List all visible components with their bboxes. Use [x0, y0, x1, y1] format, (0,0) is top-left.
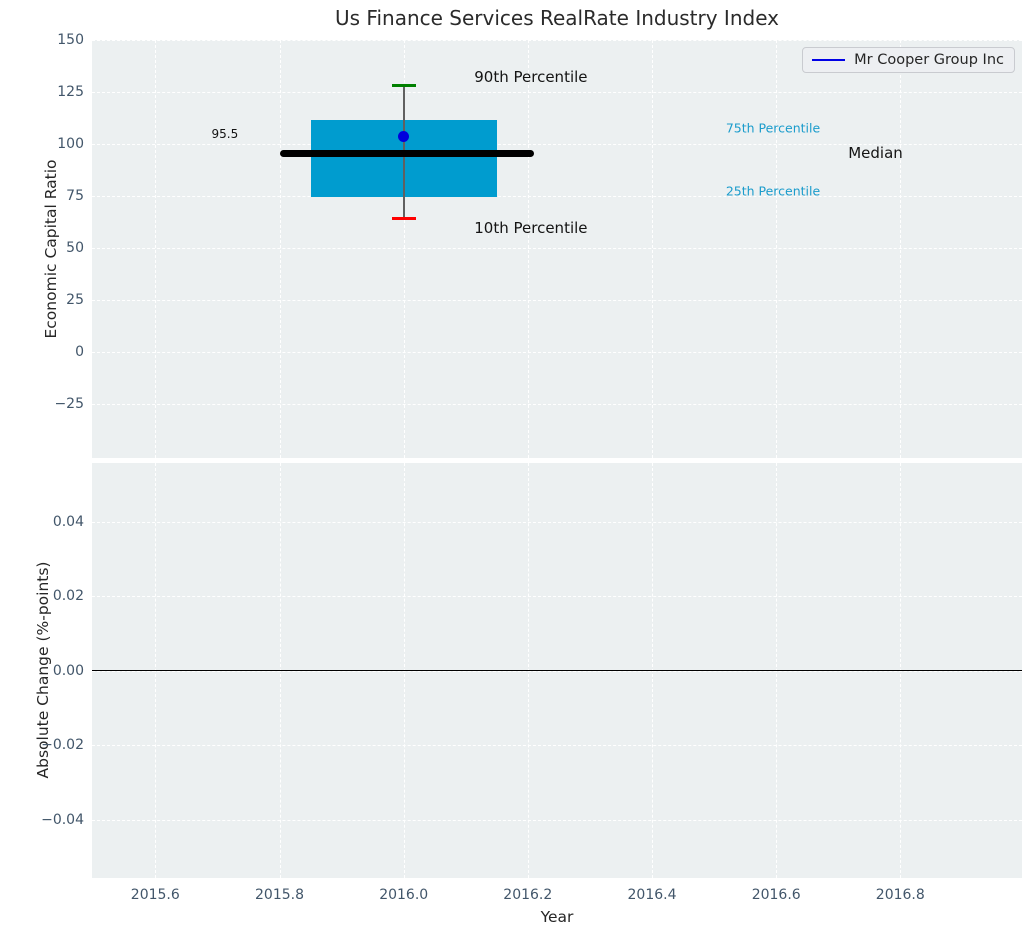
x-tick-label: 2016.2 [503, 887, 553, 903]
x-tick-label: 2016.0 [379, 887, 429, 903]
annotation: Median [848, 143, 903, 162]
x-tick-label: 2016.4 [627, 887, 677, 903]
y-tick-label-top: 0 [75, 343, 84, 360]
legend-line-sample [812, 59, 846, 61]
annotation: 90th Percentile [474, 68, 588, 87]
zero-line [92, 669, 1022, 672]
x-tick-label: 2015.6 [130, 887, 180, 903]
x-tick-label: 2016.6 [751, 887, 801, 903]
chart-title: Us Finance Services RealRate Industry In… [335, 6, 779, 30]
y-tick-label-top: 150 [57, 32, 84, 48]
y-tick-label-top: 50 [66, 240, 84, 256]
y-tick-label-bottom: −0.04 [41, 811, 84, 828]
legend[interactable]: Mr Cooper Group Inc [802, 47, 1015, 73]
legend-label: Mr Cooper Group Inc [854, 52, 1004, 68]
x-tick-label: 2015.8 [255, 887, 304, 903]
x-tick-label: 2016.8 [875, 887, 925, 903]
gridline-horizontal [92, 521, 1022, 523]
annotation: 75th Percentile [725, 120, 821, 136]
gridline-horizontal [92, 92, 1022, 93]
gridline-horizontal [92, 403, 1022, 405]
gridline-horizontal [92, 596, 1022, 597]
y-tick-label-bottom: 0.04 [52, 513, 84, 530]
bottom-plot-panel [92, 463, 1022, 878]
gridline-vertical [527, 40, 529, 458]
gridline-vertical [403, 40, 405, 458]
gridline-horizontal [92, 819, 1022, 821]
gridline-vertical [155, 40, 157, 458]
gridline-horizontal [92, 300, 1022, 301]
gridline-horizontal [92, 351, 1022, 353]
y-tick-label-bottom: 0.00 [52, 662, 84, 679]
gridline-vertical [900, 40, 902, 458]
annotation: 10th Percentile [474, 219, 588, 238]
y-tick-label-bottom: −0.02 [41, 737, 84, 753]
gridline-vertical [652, 40, 653, 458]
gridline-vertical [776, 40, 778, 458]
gridline-horizontal [92, 40, 1022, 41]
gridline-horizontal [92, 144, 1022, 145]
gridline-vertical [279, 40, 281, 458]
p90-cap [391, 84, 416, 88]
x-axis-label: Year [540, 908, 574, 926]
y-tick-label-top: 25 [66, 292, 84, 308]
annotation: 25th Percentile [725, 183, 821, 199]
y-tick-label-top: 100 [57, 136, 84, 152]
gridline-horizontal [92, 745, 1022, 746]
y-tick-label-bottom: 0.02 [52, 588, 84, 604]
gridline-horizontal [92, 196, 1022, 197]
y-tick-label-top: −25 [54, 395, 84, 412]
company-value-dot [398, 131, 410, 143]
y-tick-label-top: 125 [57, 84, 84, 100]
median-line [279, 149, 534, 157]
p10-cap [391, 217, 416, 221]
annotation: 95.5 [211, 127, 239, 142]
gridline-horizontal [92, 248, 1022, 249]
y-tick-label-top: 75 [66, 188, 84, 204]
top-plot-panel: Mr Cooper Group Inc 90th Percentile 10th … [92, 40, 1022, 458]
